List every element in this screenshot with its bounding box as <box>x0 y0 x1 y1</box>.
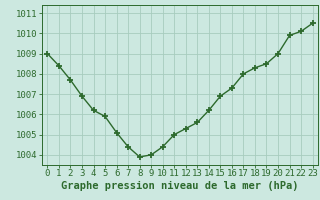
X-axis label: Graphe pression niveau de la mer (hPa): Graphe pression niveau de la mer (hPa) <box>61 181 299 191</box>
